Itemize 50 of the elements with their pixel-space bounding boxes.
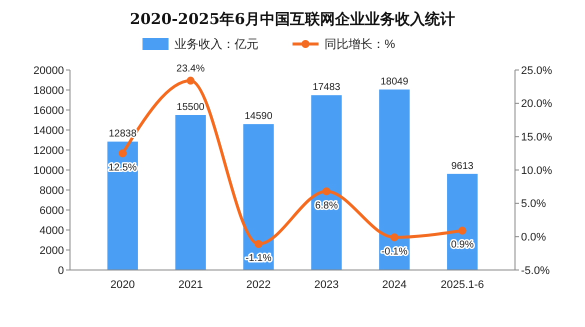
data-label: 9613 <box>451 160 474 172</box>
y-tick-label: 14000 <box>33 124 64 137</box>
point <box>458 226 466 235</box>
y2-tick-label: 15.0% <box>521 132 552 144</box>
data-label: 18049 <box>380 76 409 88</box>
bar <box>311 95 342 270</box>
y-tick-label: 20000 <box>33 64 64 77</box>
y2-tick-label: 25.0% <box>521 64 552 77</box>
x-tick-label: 2022 <box>246 279 271 291</box>
data-label: -0.1% <box>381 246 408 258</box>
bar <box>447 174 478 270</box>
data-label: 17483 <box>312 82 341 94</box>
y-tick-label: 18000 <box>33 84 64 97</box>
point <box>118 149 127 158</box>
y-tick-label: 8000 <box>40 184 64 197</box>
data-label: 6.8% <box>315 200 338 212</box>
y-tick-label: 2000 <box>40 244 64 257</box>
legend-label: 业务收入：亿元 <box>174 37 258 51</box>
chart-title: 2020-2025年6月中国互联网企业业务收入统计 <box>130 10 456 28</box>
y-tick-label: 16000 <box>33 104 64 117</box>
x-tick-label: 2020 <box>110 279 135 291</box>
y-tick-label: 12000 <box>33 144 64 157</box>
y2-tick-label: 0.0% <box>521 232 546 244</box>
point <box>186 76 195 85</box>
data-label: 15500 <box>176 102 205 113</box>
y-tick-label: 0 <box>58 264 64 277</box>
y-tick-label: 6000 <box>40 204 64 217</box>
x-tick-label: 2021 <box>178 279 203 291</box>
bar <box>243 124 274 270</box>
data-label: 23.4% <box>176 64 205 75</box>
data-label: 14590 <box>244 111 273 122</box>
bar <box>175 115 206 270</box>
x-tick-label: 2023 <box>314 279 339 291</box>
data-label: -1.1% <box>245 253 272 264</box>
bar <box>107 142 138 270</box>
data-label: 12.5% <box>108 162 137 174</box>
bar <box>379 90 410 270</box>
y2-tick-label: 20.0% <box>521 98 552 110</box>
y2-tick-label: 10.0% <box>521 164 552 177</box>
point <box>322 187 330 196</box>
point <box>254 240 263 248</box>
y2-tick-label: 5.0% <box>521 198 546 210</box>
point <box>390 233 398 242</box>
y-tick-label: 4000 <box>40 224 64 237</box>
y2-tick-label: -5.0% <box>521 264 550 277</box>
x-tick-label: 2024 <box>382 279 407 291</box>
data-label: 0.9% <box>450 240 474 251</box>
y-tick-label: 10000 <box>33 164 64 177</box>
legend-label: 同比增长：% <box>324 37 396 51</box>
x-tick-label: 2025.1-6 <box>440 279 484 291</box>
